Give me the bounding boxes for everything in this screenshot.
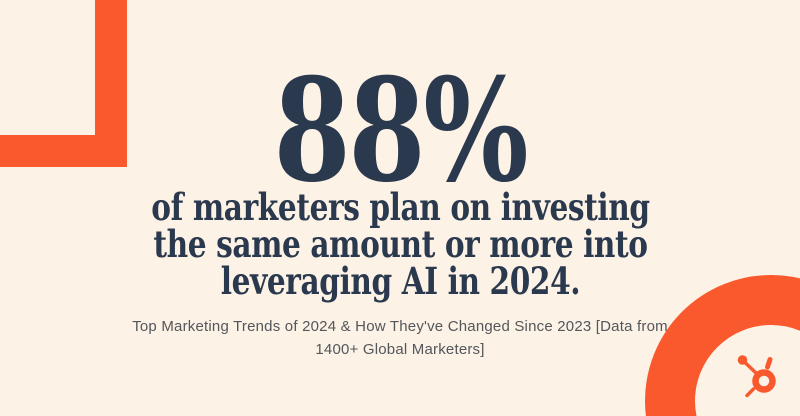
caption-line-2: 1400+ Global Marketers] [315,341,485,358]
headline: of marketers plan on investing the same … [0,189,800,300]
stat-value-text: 88% [273,48,529,214]
source-caption: Top Marketing Trends of 2024 & How They'… [0,315,800,361]
hubspot-sprocket-icon [737,355,776,398]
corner-frame-shape [0,0,127,167]
caption-line-1: Top Marketing Trends of 2024 & How They'… [132,318,668,335]
headline-line-3: leveraging AI in 2024. [220,259,580,303]
stat-value: 88% [0,60,800,202]
headline-line-2: the same amount or more into [152,222,648,266]
headline-line-1: of marketers plan on investing [150,185,650,229]
